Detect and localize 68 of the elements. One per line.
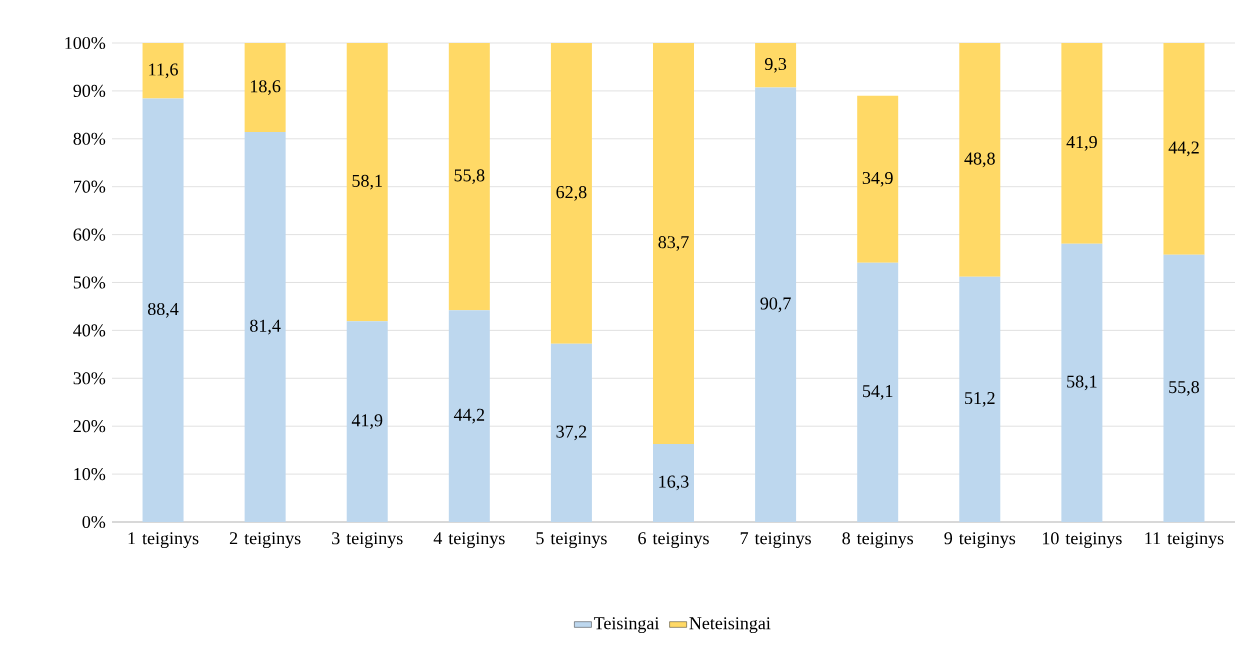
x-tick-label: 9 teiginys [944,532,1016,549]
data-label: 44,2 [1168,141,1199,157]
data-label: 11,6 [149,63,178,79]
x-tick-label: 11 teiginys [1145,532,1224,549]
legend-label: Neteisingai [689,617,771,634]
bar [1061,42,1103,244]
data-label: 54,1 [862,385,893,400]
bar [1061,243,1103,522]
data-label: 55,8 [1169,380,1200,396]
data-label: 44,2 [453,408,485,424]
x-tick-label: 4 teiginys [433,532,505,549]
data-label: 48,8 [964,152,995,168]
data-label: 58,1 [1067,375,1097,391]
y-tick-label: 0% [82,515,106,529]
bar [448,310,490,522]
data-label: 34,9 [862,171,893,187]
data-label: 41,9 [1066,136,1097,151]
data-label: 18,6 [250,80,281,95]
data-label: 55,8 [454,169,485,185]
data-label: 41,9 [351,414,383,429]
bar [550,42,592,344]
bar [1163,42,1205,255]
bar [857,95,899,263]
y-tick-label: 20% [73,420,106,433]
x-tick-label: 7 teiginys [740,532,811,549]
bar [857,262,899,522]
y-tick-label: 40% [73,324,106,337]
bar [244,132,286,522]
y-tick-label: 50% [73,276,106,289]
data-label: 58,1 [352,174,382,190]
bar [653,42,695,444]
data-label: 51,2 [965,392,995,407]
y-tick-label: 30% [73,372,106,385]
bar [142,98,184,522]
x-tick-label: 8 teiginys [842,532,914,549]
data-label: 90,7 [760,297,791,313]
y-tick-label: 90% [73,84,106,97]
x-tick-label: 2 teiginys [229,532,301,549]
data-label: 16,3 [659,475,689,491]
bar [550,343,592,522]
data-label: 81,4 [250,319,281,335]
x-tick-label: 10 teiginys [1042,532,1122,549]
bar [755,42,797,88]
y-tick-label: 60% [73,228,106,241]
x-tick-label: 1 teiginys [128,532,199,549]
data-label: 88,4 [147,302,179,318]
bar [959,276,1001,522]
bar [346,321,388,522]
x-tick-label: 6 teiginys [638,532,709,549]
x-tick-label: 3 teiginys [332,532,403,549]
bar [959,42,1001,277]
x-tick-label: 5 teiginys [536,532,607,549]
bar [244,42,286,133]
data-label: 37,2 [556,425,587,441]
data-label: 62,8 [556,186,587,201]
data-label: 83,7 [658,236,689,251]
bar [1163,254,1205,522]
y-tick-label: 70% [74,180,106,193]
bar [346,42,388,322]
y-tick-label: 80% [73,132,106,145]
bar [142,42,184,99]
bar [653,443,695,522]
bar [448,42,490,311]
y-tick-label: 100% [65,36,106,50]
y-tick-label: 10% [74,468,106,481]
bar [755,87,797,522]
legend-label: Teisingai [593,617,660,634]
data-label: 9,3 [764,57,787,73]
